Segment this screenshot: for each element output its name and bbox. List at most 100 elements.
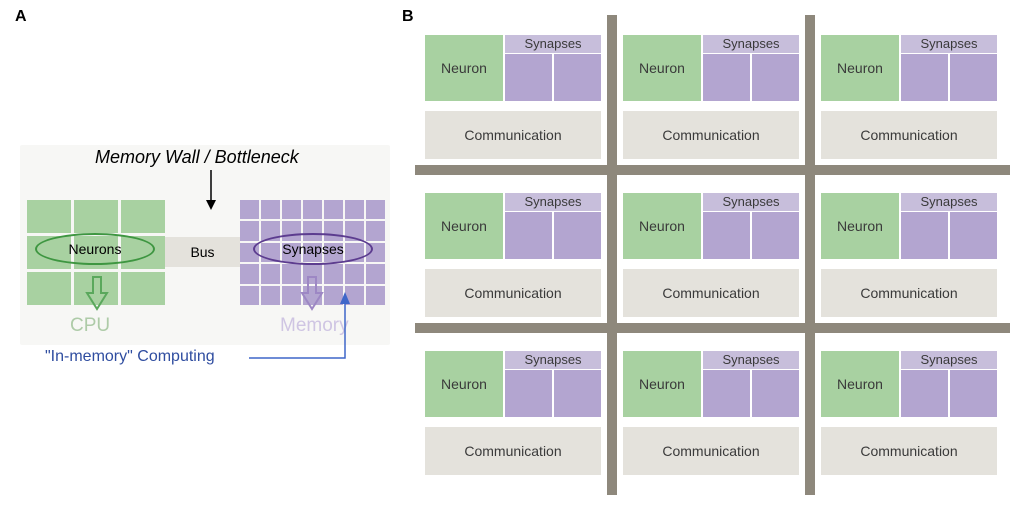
synapse-label: Synapses <box>703 351 799 369</box>
synapse-cell <box>901 54 948 101</box>
neuron-box: Neuron <box>623 35 701 101</box>
neuron-box: Neuron <box>425 35 503 101</box>
neuron-box: Neuron <box>425 351 503 417</box>
communication-label: Communication <box>860 285 957 301</box>
cpu-outline-arrow-icon <box>85 275 109 311</box>
mem-cell <box>366 200 385 219</box>
cpu-cell <box>27 272 71 305</box>
neuromorphic-tile: Neuron Synapses Communication <box>623 351 799 475</box>
communication-label: Communication <box>662 127 759 143</box>
bus-block: Bus <box>165 237 240 267</box>
mem-cell <box>366 286 385 305</box>
communication-box: Communication <box>425 427 601 475</box>
communication-label: Communication <box>662 443 759 459</box>
synapse-cell <box>703 54 750 101</box>
bus-bar-h <box>415 323 1010 333</box>
panel-b: Neuron Synapses Communication Neuron Syn… <box>415 15 1010 495</box>
bus-bar-h <box>415 165 1010 175</box>
bottleneck-arrow-icon <box>205 170 217 210</box>
communication-label: Communication <box>464 127 561 143</box>
synapse-grid <box>901 212 997 259</box>
cpu-cell <box>121 200 165 233</box>
neuromorphic-tile: Neuron Synapses Communication <box>425 351 601 475</box>
mem-cell <box>345 264 364 283</box>
neuron-box: Neuron <box>623 351 701 417</box>
neuron-box: Neuron <box>425 193 503 259</box>
synapse-block: Synapses <box>703 351 799 417</box>
mem-cell <box>324 264 343 283</box>
synapse-cell <box>703 370 750 417</box>
communication-box: Communication <box>425 269 601 317</box>
neuron-box: Neuron <box>821 351 899 417</box>
bus-label: Bus <box>190 244 214 260</box>
synapse-label: Synapses <box>901 35 997 53</box>
bus-bar-v <box>805 15 815 495</box>
synapse-label: Synapses <box>505 351 601 369</box>
synapse-grid <box>505 212 601 259</box>
communication-box: Communication <box>623 269 799 317</box>
neuron-label: Neuron <box>837 218 883 234</box>
mem-cell <box>261 264 280 283</box>
communication-box: Communication <box>821 427 997 475</box>
synapse-label: Synapses <box>505 193 601 211</box>
synapse-block: Synapses <box>901 193 997 259</box>
mem-cell <box>261 200 280 219</box>
synapse-block: Synapses <box>505 351 601 417</box>
synapse-block: Synapses <box>505 193 601 259</box>
mem-cell <box>366 264 385 283</box>
synapse-cell <box>554 54 601 101</box>
synapse-block: Synapses <box>901 35 997 101</box>
panel-a: Memory Wall / Bottleneck Bus Neurons Syn… <box>15 145 395 375</box>
synapse-cell <box>752 54 799 101</box>
neuron-label: Neuron <box>639 218 685 234</box>
mem-cell <box>345 200 364 219</box>
neuron-label: Neuron <box>639 376 685 392</box>
synapse-block: Synapses <box>505 35 601 101</box>
cpu-label: CPU <box>70 315 110 337</box>
neuron-label: Neuron <box>441 60 487 76</box>
synapse-cell <box>703 212 750 259</box>
neuron-box: Neuron <box>821 193 899 259</box>
communication-box: Communication <box>425 111 601 159</box>
cpu-cell <box>121 272 165 305</box>
synapse-cell <box>505 212 552 259</box>
mem-cell <box>366 221 385 240</box>
in-memory-label: "In-memory" Computing <box>45 348 215 366</box>
synapse-cell <box>752 370 799 417</box>
synapse-label: Synapses <box>505 35 601 53</box>
synapse-grid <box>505 54 601 101</box>
neuromorphic-tile: Neuron Synapses Communication <box>821 35 997 159</box>
synapse-label: Synapses <box>901 193 997 211</box>
neurons-ellipse: Neurons <box>35 233 155 265</box>
mem-cell <box>282 200 301 219</box>
communication-box: Communication <box>821 111 997 159</box>
mem-cell <box>240 264 259 283</box>
neuron-label: Neuron <box>441 376 487 392</box>
synapse-label: Synapses <box>901 351 997 369</box>
neuromorphic-tile: Neuron Synapses Communication <box>425 35 601 159</box>
neuron-label: Neuron <box>837 60 883 76</box>
communication-label: Communication <box>464 285 561 301</box>
synapse-grid <box>703 54 799 101</box>
synapse-grid <box>703 370 799 417</box>
synapse-cell <box>752 212 799 259</box>
cpu-cell <box>74 200 118 233</box>
synapse-cell <box>950 370 997 417</box>
synapse-grid <box>901 54 997 101</box>
synapse-block: Synapses <box>703 35 799 101</box>
communication-box: Communication <box>623 111 799 159</box>
neuromorphic-tile: Neuron Synapses Communication <box>821 351 997 475</box>
synapse-cell <box>901 370 948 417</box>
synapse-cell <box>950 54 997 101</box>
synapses-label: Synapses <box>282 241 343 257</box>
synapse-cell <box>505 54 552 101</box>
communication-label: Communication <box>662 285 759 301</box>
synapse-cell <box>505 370 552 417</box>
neuromorphic-tile: Neuron Synapses Communication <box>821 193 997 317</box>
communication-label: Communication <box>464 443 561 459</box>
synapse-cell <box>901 212 948 259</box>
synapses-ellipse: Synapses <box>253 233 373 265</box>
synapse-block: Synapses <box>703 193 799 259</box>
cpu-cell <box>27 200 71 233</box>
mem-cell <box>303 200 322 219</box>
